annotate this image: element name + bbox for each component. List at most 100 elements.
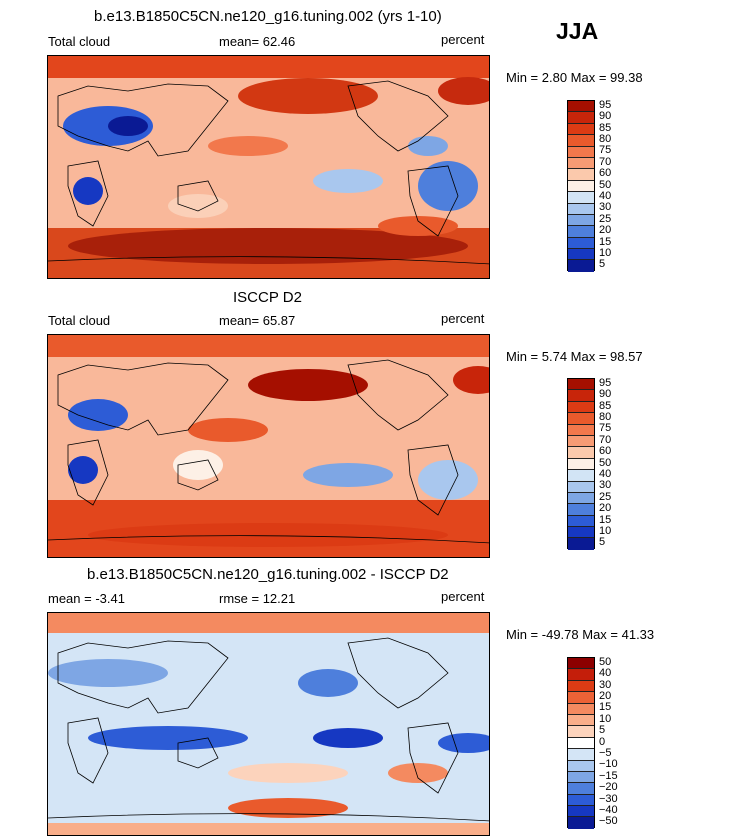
colorbar-tick-label: −50 xyxy=(599,815,618,828)
colorbar-swatch xyxy=(568,192,594,204)
panel3-units-label: percent xyxy=(441,589,485,604)
colorbar-swatch xyxy=(568,157,594,170)
colorbar-swatch xyxy=(568,492,594,505)
colorbar-tick-label: 0 xyxy=(599,735,606,748)
colorbar-tick-label: −15 xyxy=(599,769,618,782)
panel3-title: b.e13.B1850C5CN.ne120_g16.tuning.002 - I… xyxy=(87,566,449,583)
colorbar-swatch xyxy=(568,749,594,761)
colorbar-swatch xyxy=(568,783,594,795)
colorbar-tick-label: 15 xyxy=(599,513,612,526)
colorbar-tick-label: 75 xyxy=(599,422,612,435)
panel1-variable-label: Total cloud xyxy=(48,34,111,49)
panel2-units-label: percent xyxy=(441,311,485,326)
panel1-map xyxy=(47,55,490,279)
colorbar-swatch xyxy=(568,692,594,704)
colorbar-swatch xyxy=(568,180,594,193)
colorbar-swatch xyxy=(568,135,594,147)
panel3-map xyxy=(47,612,490,836)
colorbar-tick-label: −5 xyxy=(599,746,612,759)
colorbar-tick-label: 90 xyxy=(599,110,612,123)
panel1-mean-label: mean= 62.46 xyxy=(219,34,296,49)
colorbar-swatch xyxy=(568,806,594,818)
colorbar-tick-label: −30 xyxy=(599,792,618,805)
panel1-minmax: Min = 2.80 Max = 99.38 xyxy=(506,70,643,85)
panel3-minmax: Min = -49.78 Max = 41.33 xyxy=(506,627,655,642)
colorbar-swatch xyxy=(568,249,594,261)
colorbar-tick-label: 5 xyxy=(599,724,606,737)
panel2-title: ISCCP D2 xyxy=(233,289,302,306)
panel2-variable-label: Total cloud xyxy=(48,313,111,328)
colorbar-swatch xyxy=(568,169,594,181)
colorbar-swatch xyxy=(568,146,594,158)
colorbar-tick-label: 50 xyxy=(599,456,612,469)
colorbar-swatch xyxy=(568,413,594,425)
colorbar-swatch xyxy=(568,123,594,136)
colorbar-tick-label: 85 xyxy=(599,399,612,412)
colorbar-swatch xyxy=(568,771,594,784)
colorbar-swatch xyxy=(568,390,594,402)
colorbar-swatch xyxy=(568,237,594,250)
colorbar-swatch xyxy=(568,760,594,772)
colorbar-swatch xyxy=(568,424,594,436)
colorbar-swatch xyxy=(568,481,594,493)
colorbar-tick-label: 20 xyxy=(599,224,612,237)
panel2-map xyxy=(47,334,490,558)
colorbar-tick-label: 70 xyxy=(599,155,612,168)
colorbar-tick-label: 70 xyxy=(599,433,612,446)
colorbar-swatch xyxy=(568,214,594,227)
colorbar-swatch xyxy=(568,401,594,414)
colorbar-tick-label: 25 xyxy=(599,212,612,225)
colorbar-tick-label: 20 xyxy=(599,502,612,515)
colorbar-tick-label: 5 xyxy=(599,536,606,549)
colorbar-swatch xyxy=(568,680,594,693)
panel1-title: b.e13.B1850C5CN.ne120_g16.tuning.002 (yr… xyxy=(94,8,442,25)
colorbar-tick-label: 30 xyxy=(599,678,612,691)
colorbar-swatch xyxy=(568,714,594,727)
colorbar-tick-label: 40 xyxy=(599,189,612,202)
colorbar-swatch xyxy=(568,447,594,459)
panel3-rmse-label: rmse = 12.21 xyxy=(219,591,296,606)
colorbar-tick-label: 95 xyxy=(599,376,612,389)
colorbar-swatch xyxy=(568,203,594,215)
colorbar-swatch xyxy=(568,470,594,482)
colorbar-tick-label: 85 xyxy=(599,121,612,134)
panel3-mean-label: mean = -3.41 xyxy=(48,591,125,606)
colorbar-tick-label: 80 xyxy=(599,410,612,423)
panel3-colorbar xyxy=(567,657,595,829)
colorbar-swatch xyxy=(568,669,594,681)
colorbar-tick-label: 40 xyxy=(599,467,612,480)
colorbar-tick-label: −40 xyxy=(599,803,618,816)
colorbar-swatch xyxy=(568,379,594,391)
colorbar-tick-label: 10 xyxy=(599,524,612,537)
colorbar-swatch xyxy=(568,817,594,829)
colorbar-swatch xyxy=(568,538,594,550)
panel2-mean-label: mean= 65.87 xyxy=(219,313,296,328)
colorbar-tick-label: 60 xyxy=(599,445,612,458)
colorbar-swatch xyxy=(568,703,594,715)
colorbar-tick-label: 50 xyxy=(599,178,612,191)
panel1-colorbar xyxy=(567,100,595,272)
season-label: JJA xyxy=(556,18,599,44)
colorbar-swatch xyxy=(568,658,594,670)
colorbar-swatch xyxy=(568,260,594,272)
colorbar-swatch xyxy=(568,794,594,807)
colorbar-swatch xyxy=(568,435,594,448)
colorbar-tick-label: 90 xyxy=(599,388,612,401)
colorbar-swatch xyxy=(568,515,594,528)
colorbar-swatch xyxy=(568,458,594,471)
colorbar-tick-label: 10 xyxy=(599,246,612,259)
colorbar-swatch xyxy=(568,101,594,113)
colorbar-swatch xyxy=(568,527,594,539)
colorbar-swatch xyxy=(568,726,594,738)
colorbar-tick-label: 75 xyxy=(599,144,612,157)
panel1-units-label: percent xyxy=(441,32,485,47)
colorbar-tick-label: 40 xyxy=(599,667,612,680)
colorbar-tick-label: 5 xyxy=(599,258,606,271)
colorbar-tick-label: 15 xyxy=(599,235,612,248)
colorbar-swatch xyxy=(568,737,594,750)
colorbar-tick-label: 20 xyxy=(599,689,612,702)
colorbar-tick-label: −20 xyxy=(599,781,618,794)
colorbar-swatch xyxy=(568,112,594,124)
colorbar-tick-label: 25 xyxy=(599,490,612,503)
colorbar-tick-label: 80 xyxy=(599,132,612,145)
